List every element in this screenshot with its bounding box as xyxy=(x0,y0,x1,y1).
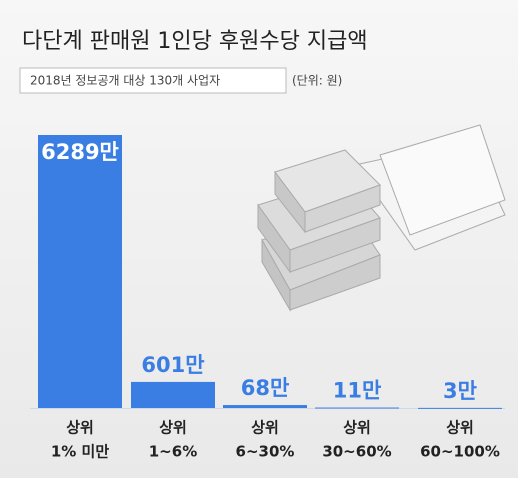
x-tick-label: 60~100% xyxy=(420,443,500,461)
bar xyxy=(223,405,307,408)
x-tick-label: 상위 xyxy=(343,419,371,437)
value-label: 6289만 xyxy=(41,140,119,164)
value-label: 601만 xyxy=(141,353,204,377)
illustration xyxy=(257,124,506,312)
value-label: 68만 xyxy=(241,376,290,400)
unit-note: (단위: 원) xyxy=(292,74,342,88)
x-tick-label: 30~60% xyxy=(322,443,391,461)
subtitle: 2018년 정보공개 대상 130개 사업자 xyxy=(30,74,220,88)
bar xyxy=(38,135,122,408)
bar xyxy=(315,407,399,409)
x-tick-label: 상위 xyxy=(159,419,187,437)
chart-title: 다단계 판매원 1인당 후원수당 지급액 xyxy=(22,29,368,54)
x-tick-label: 상위 xyxy=(446,419,474,437)
x-tick-label: 상위 xyxy=(251,419,279,437)
bar xyxy=(131,381,215,408)
bar xyxy=(418,407,502,409)
x-tick-label: 1% 미만 xyxy=(51,443,109,461)
x-tick-label: 상위 xyxy=(66,419,94,437)
subtitle-box xyxy=(19,67,287,94)
x-tick-label: 6~30% xyxy=(236,443,295,461)
value-label: 11만 xyxy=(333,379,382,403)
value-label: 3만 xyxy=(443,379,477,403)
x-tick-label: 1~6% xyxy=(149,443,197,461)
